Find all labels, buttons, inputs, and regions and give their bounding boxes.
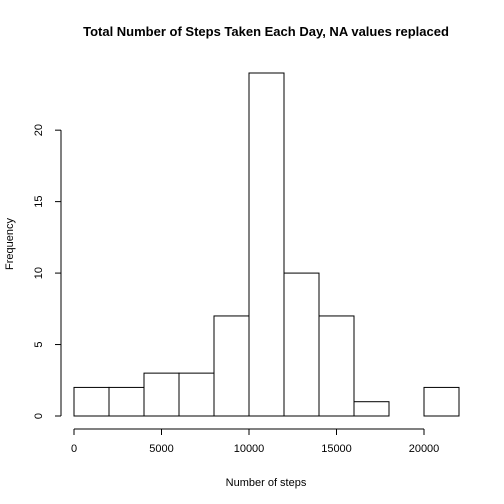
bars-group <box>73 72 460 417</box>
histogram-bar-4 <box>213 315 250 417</box>
x-axis-label: Number of steps <box>226 477 307 489</box>
x-axis: 0 5000 10000 15000 20000 <box>71 428 440 455</box>
histogram-bar-5 <box>248 72 285 417</box>
x-tick-label: 5000 <box>149 443 173 455</box>
x-tick-label: 10000 <box>234 443 265 455</box>
y-tick-label: 20 <box>33 124 45 136</box>
x-tick-label: 0 <box>71 443 77 455</box>
y-tick-label: 5 <box>33 341 45 347</box>
histogram-bar-8 <box>353 401 390 417</box>
histogram-bar-6 <box>283 272 320 417</box>
chart-title: Total Number of Steps Taken Each Day, NA… <box>83 24 449 39</box>
histogram-bar-0 <box>73 386 110 417</box>
y-tick-label: 0 <box>33 413 45 419</box>
y-tick-label: 15 <box>33 196 45 208</box>
y-axis: 0 5 10 15 20 <box>33 124 62 419</box>
y-tick-label: 10 <box>33 267 45 279</box>
histogram-bar-10 <box>423 386 460 417</box>
histogram-bar-3 <box>178 372 215 417</box>
histogram-bar-1 <box>108 386 145 417</box>
y-axis-label: Frequency <box>4 218 16 270</box>
histogram-bar-2 <box>143 372 180 417</box>
x-tick-label: 20000 <box>409 443 440 455</box>
histogram-bar-7 <box>318 315 355 417</box>
x-tick-label: 15000 <box>321 443 352 455</box>
